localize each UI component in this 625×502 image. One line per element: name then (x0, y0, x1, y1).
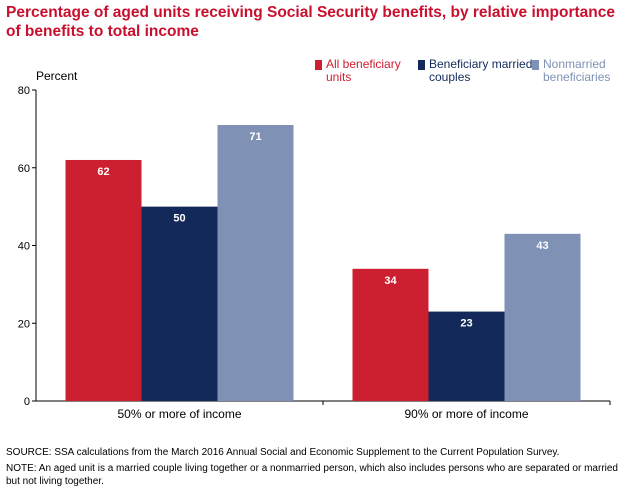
bar-value-label: 71 (249, 131, 261, 143)
y-tick-label: 20 (18, 318, 30, 330)
chart-title: Percentage of aged units receiving Socia… (6, 4, 616, 40)
y-tick-label: 80 (18, 85, 30, 97)
y-tick-label: 40 (18, 241, 30, 253)
bar (352, 268, 429, 401)
legend-label: All beneficiary units (326, 57, 401, 84)
bar-value-label: 23 (460, 318, 472, 330)
legend-swatch (418, 60, 425, 70)
bar (65, 159, 142, 401)
bar-value-label: 43 (536, 240, 548, 252)
y-axis-label: Percent (36, 69, 78, 83)
y-tick-label: 60 (18, 163, 30, 175)
x-tick-label: 50% or more of income (117, 407, 241, 421)
bar-value-label: 62 (97, 166, 109, 178)
legend-label: Nonmarried beneficiaries (543, 57, 611, 84)
bar (141, 206, 218, 401)
bar (217, 124, 294, 402)
bar (428, 311, 505, 401)
x-tick-label: 90% or more of income (404, 407, 528, 421)
bar-value-label: 34 (384, 275, 397, 287)
legend-swatch (315, 60, 322, 70)
bar (504, 233, 581, 401)
footnote: NOTE: An aged unit is a married couple l… (6, 463, 618, 487)
source-note: SOURCE: SSA calculations from the March … (6, 447, 560, 458)
legend-swatch (532, 60, 539, 70)
bar-value-label: 50 (173, 213, 185, 225)
legend-label: Beneficiary married couples (429, 57, 533, 84)
legend: All beneficiary units Beneficiary marrie… (0, 58, 625, 88)
y-tick-label: 0 (24, 396, 30, 408)
